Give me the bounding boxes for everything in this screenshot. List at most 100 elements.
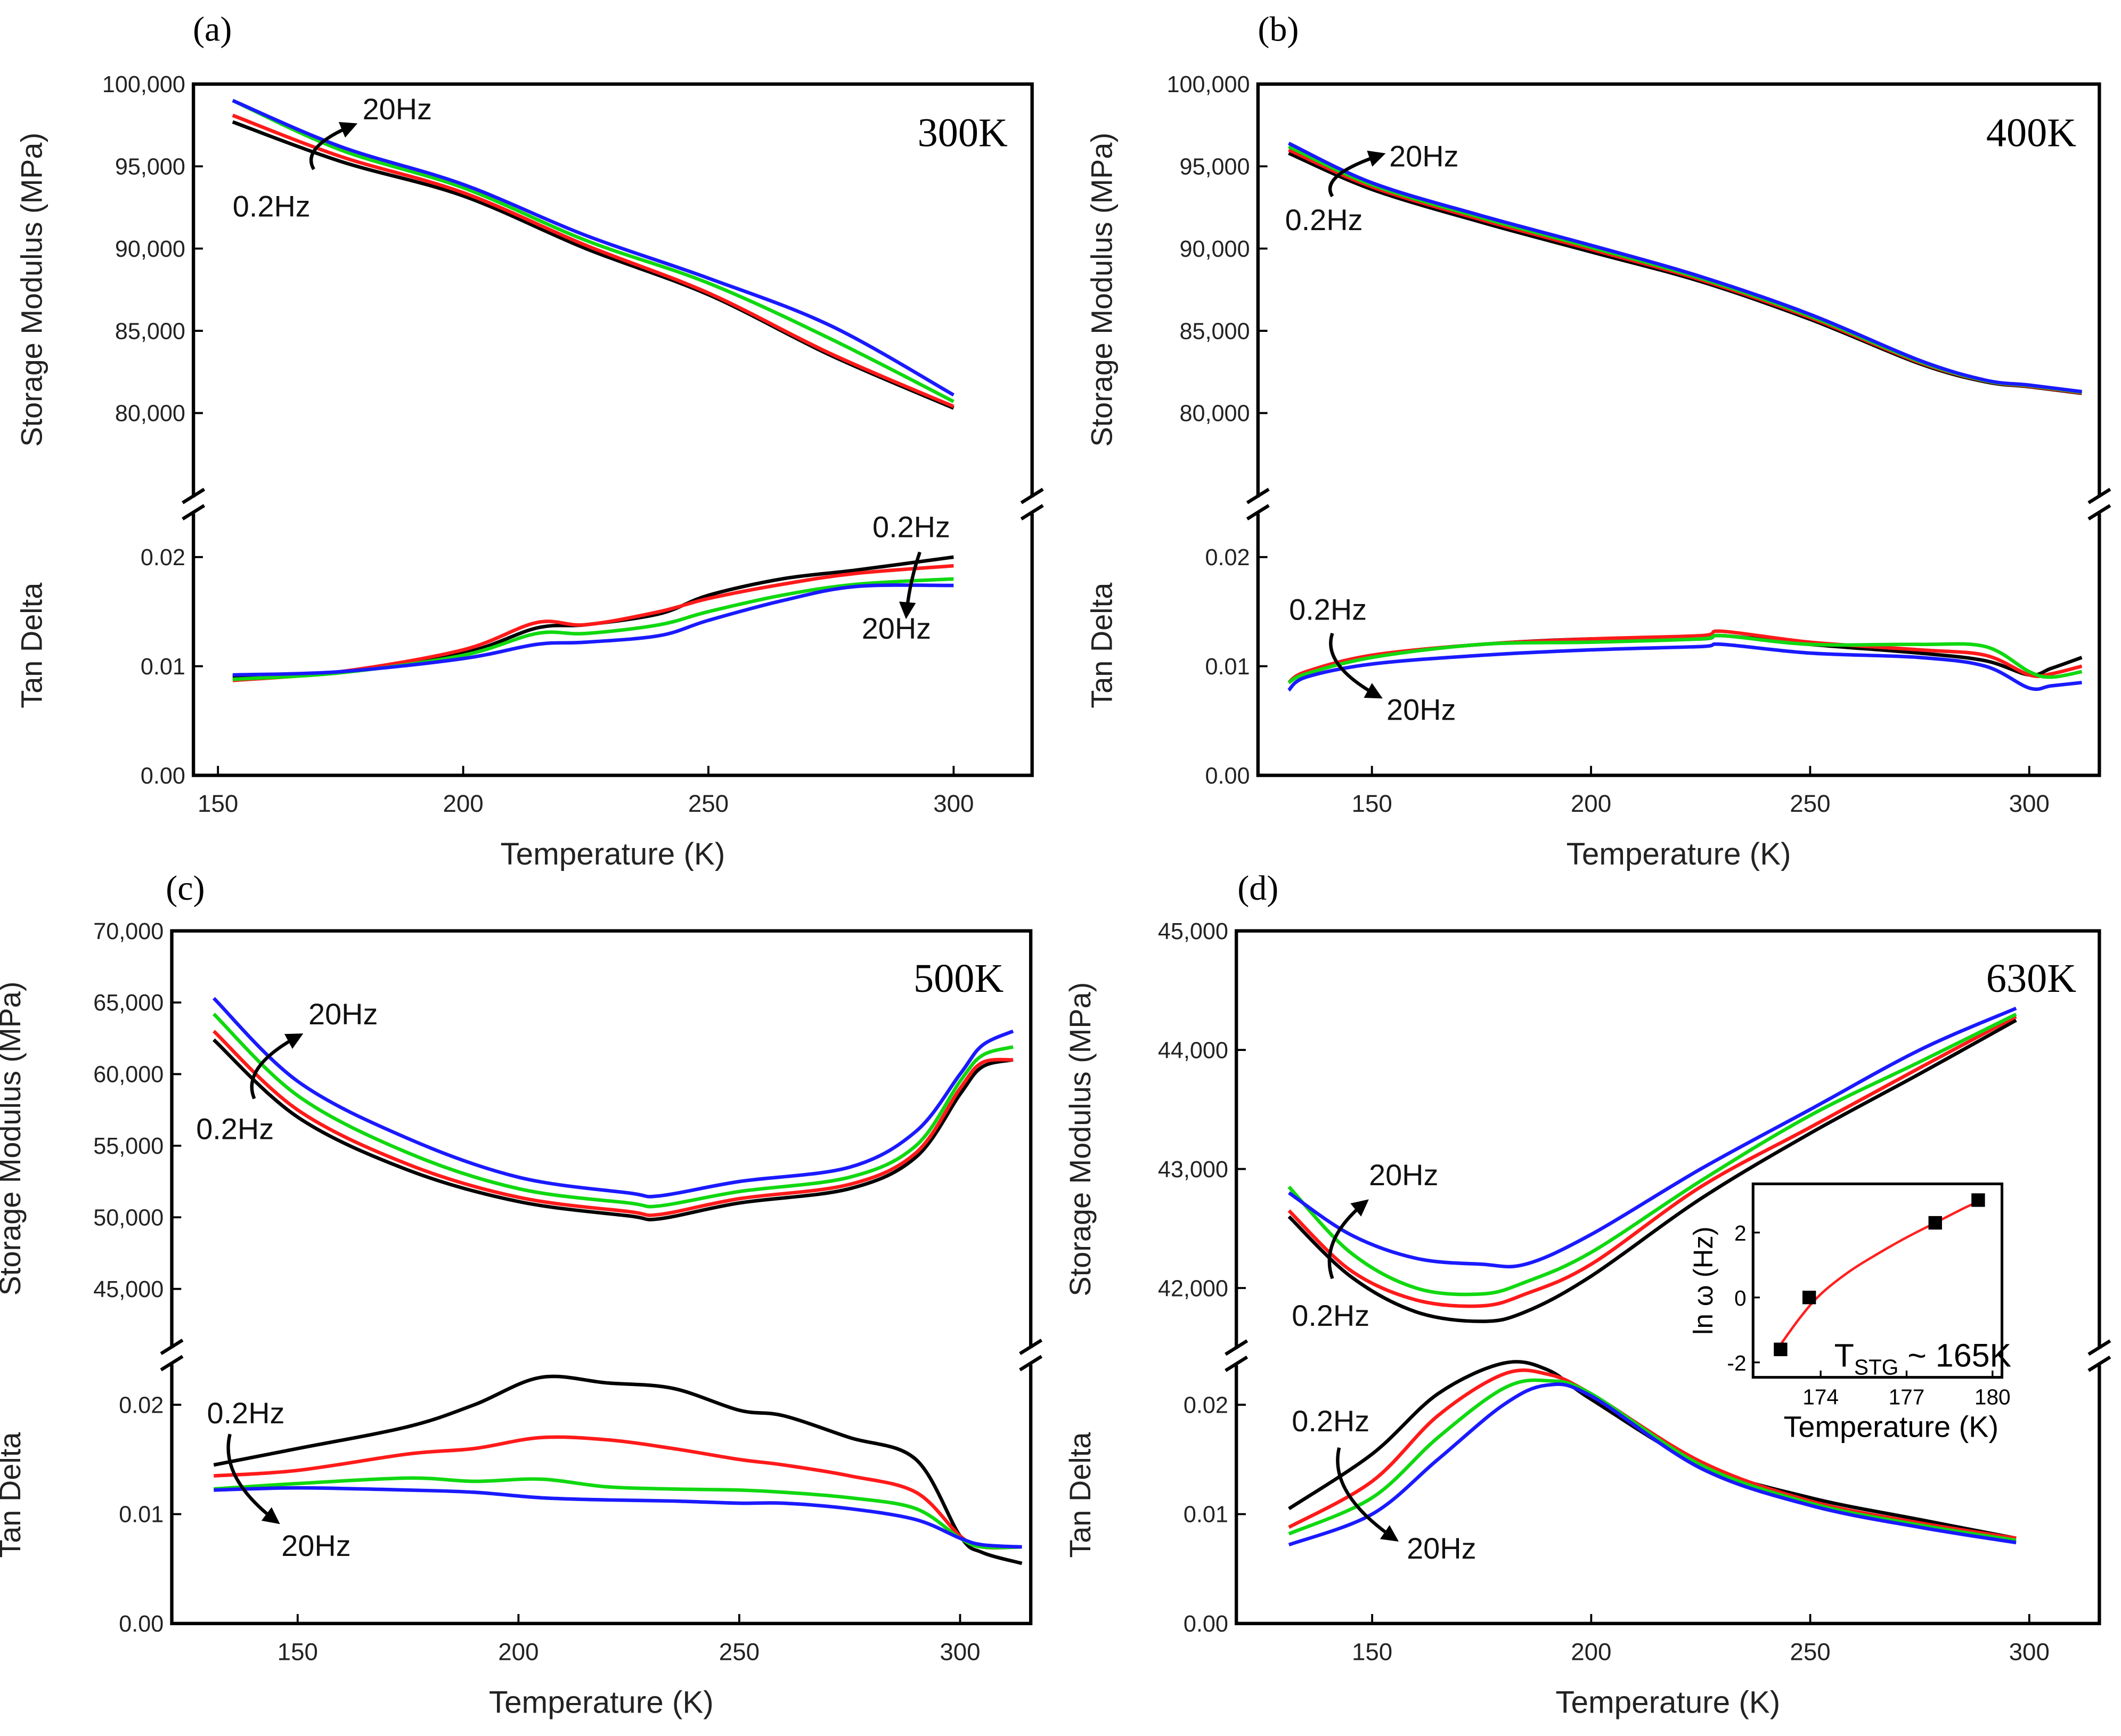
lower-annotation-high: 0.2Hz	[1292, 1404, 1369, 1438]
lower-ytick-label: 0.01	[1184, 1502, 1228, 1528]
upper-ytick-label: 90,000	[115, 237, 185, 262]
lower-series-mid-2-line	[232, 577, 954, 681]
xlabel: Temperature (K)	[1555, 1685, 1780, 1719]
upper-series-20Hz-line	[212, 997, 1014, 1199]
upper-series-group	[212, 997, 1014, 1221]
lower-ytick-label: 0.00	[1205, 763, 1250, 789]
axis-break-mark	[2087, 1339, 2111, 1356]
axes-frame	[191, 82, 1034, 777]
lower-annotation-low: 20Hz	[1386, 692, 1456, 726]
inset-tstg-annotation: TSTG ~ 165K	[1834, 1337, 2012, 1379]
lower-ytick-label: 0.01	[1205, 654, 1250, 680]
axis-break-mark	[2087, 504, 2111, 520]
upper-ytick-label: 95,000	[115, 154, 185, 180]
lower-ylabel: Tan Delta	[1063, 1432, 1097, 1558]
upper-series-20Hz-line	[1287, 1006, 2017, 1269]
upper-series-group	[232, 99, 955, 410]
lower-frequency-arrow-icon	[1329, 632, 1383, 699]
upper-series-20Hz-line	[232, 99, 955, 397]
axis-break-mark	[1225, 1355, 1249, 1372]
upper-series-0-2Hz-line	[1287, 1018, 2017, 1323]
upper-series-mid-2-line	[232, 99, 955, 403]
lower-series-0-2Hz-line	[1288, 1360, 2017, 1540]
xtick-label: 300	[2009, 1638, 2050, 1665]
xtick-label: 200	[1571, 790, 1611, 817]
inset-fit-curve	[1780, 1200, 1979, 1346]
upper-ytick-label: 45,000	[93, 1277, 164, 1302]
panel-label: (b)	[1258, 10, 1299, 49]
axis-break-mark	[2087, 487, 2111, 504]
upper-ytick-label: 65,000	[93, 990, 164, 1016]
upper-annotation-high: 20Hz	[1389, 140, 1458, 173]
upper-ylabel: Storage Modulus (MPa)	[1085, 133, 1119, 447]
upper-series-group	[1287, 1006, 2017, 1323]
upper-ytick-label: 90,000	[1180, 237, 1250, 262]
upper-ytick-label: 80,000	[115, 401, 185, 427]
lower-ytick-label: 0.02	[1205, 545, 1250, 570]
lower-frequency-arrow-icon	[899, 551, 921, 620]
xtick-label: 300	[2009, 790, 2050, 817]
upper-ytick-label: 80,000	[1180, 401, 1250, 427]
xlabel: Temperature (K)	[489, 1685, 714, 1719]
temperature-label: 300K	[918, 111, 1008, 156]
upper-annotation-high: 20Hz	[308, 997, 378, 1031]
lower-ytick-label: 0.00	[1184, 1611, 1228, 1637]
inset-xtick-label: 180	[1975, 1384, 2011, 1409]
tstg-main: T	[1834, 1337, 1854, 1373]
upper-annotation-low: 0.2Hz	[233, 190, 311, 223]
axis-break-mark	[1019, 1355, 1043, 1372]
panel-label: (d)	[1237, 869, 1278, 908]
lower-annotation-high: 0.2Hz	[872, 510, 950, 544]
upper-ytick-label: 45,000	[1158, 919, 1228, 944]
xtick-label: 150	[1352, 790, 1392, 817]
panel-c: (c) 500K 45,000 50,000 55,000 60,000 65,000 70,…	[0, 869, 1043, 1719]
upper-ylabel: Storage Modulus (MPa)	[0, 981, 27, 1295]
lower-ytick-label: 0.02	[1184, 1392, 1228, 1418]
inset-xtick-label: 177	[1889, 1384, 1925, 1409]
upper-series-mid-2-line	[1287, 1013, 2017, 1297]
lower-ytick-label: 0.01	[141, 654, 185, 680]
lower-ylabel: Tan Delta	[0, 1432, 27, 1558]
upper-series-0-2Hz-line	[213, 1038, 1014, 1221]
upper-frequency-arrow-icon	[1327, 1199, 1369, 1279]
axis-break-mark	[160, 1339, 184, 1355]
lower-ytick-label: 0.01	[119, 1502, 164, 1528]
inset-xtick-label: 174	[1802, 1384, 1839, 1409]
lower-series-20Hz-line	[1287, 642, 2082, 692]
axis-break-mark	[1225, 1339, 1249, 1356]
temperature-label: 500K	[913, 956, 1004, 1001]
upper-ytick-label: 95,000	[1180, 154, 1250, 180]
inset-data-point	[1928, 1216, 1942, 1230]
lower-frequency-arrow-icon	[226, 1433, 280, 1525]
axis-break-mark	[182, 487, 206, 504]
lower-series-group	[1288, 1360, 2017, 1547]
lower-ytick-label: 0.00	[141, 763, 185, 789]
inset-data-point	[1774, 1342, 1788, 1356]
upper-ytick-label: 60,000	[93, 1062, 164, 1088]
upper-ytick-label: 100,000	[1167, 72, 1250, 97]
xtick-label: 300	[940, 1638, 980, 1665]
inset-xlabel: Temperature (K)	[1783, 1409, 1998, 1443]
upper-series-0-2Hz-line	[232, 120, 955, 410]
inset-ytick-label: 2	[1734, 1221, 1747, 1245]
panel-d: (d) 630K 42,000 43,000 44,000 45,000 Storage M…	[1063, 869, 2111, 1719]
upper-series-mid-1-line	[1287, 1015, 2017, 1308]
upper-ytick-label: 85,000	[1180, 319, 1250, 344]
inset-ylabel: ln ω (Hz)	[1688, 1226, 1718, 1334]
lower-ytick-label: 0.02	[141, 545, 185, 570]
lower-ylabel: Tan Delta	[15, 582, 48, 708]
lower-series-group	[232, 555, 954, 682]
axis-break-mark	[1019, 1339, 1043, 1355]
axis-break-mark	[2087, 1355, 2111, 1372]
axis-break-mark	[182, 504, 206, 520]
upper-ytick-label: 44,000	[1158, 1038, 1228, 1063]
inset-frame	[1751, 1182, 2004, 1379]
lower-series-0-2Hz-line	[213, 1374, 1023, 1566]
upper-annotation-low: 0.2Hz	[1285, 203, 1363, 237]
xtick-label: 200	[498, 1638, 539, 1665]
lower-series-mid-2-line	[1287, 633, 2083, 684]
axis-break-mark	[1246, 504, 1270, 520]
upper-ytick-label: 55,000	[93, 1134, 164, 1159]
lower-annotation-high: 0.2Hz	[207, 1396, 285, 1430]
